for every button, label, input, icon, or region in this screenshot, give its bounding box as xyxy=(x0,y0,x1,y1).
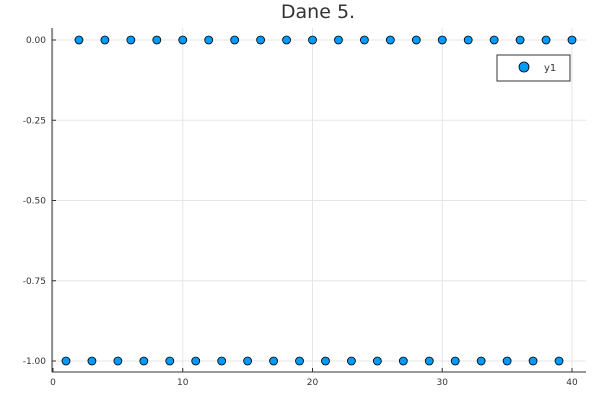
data-point xyxy=(528,356,538,366)
data-point xyxy=(308,35,317,45)
data-point xyxy=(554,356,564,366)
data-point xyxy=(165,356,175,366)
data-point xyxy=(139,356,149,366)
data-point xyxy=(217,356,227,366)
legend-label: y1 xyxy=(544,63,556,74)
y-tick-label: -0.50 xyxy=(23,197,47,207)
axes: 0 10 20 30 40 0.00 -0.25 -0.50 -0.75 -1.00 xyxy=(23,28,586,388)
data-point xyxy=(334,35,343,45)
data-point xyxy=(437,35,447,45)
legend-marker xyxy=(518,61,530,73)
y-tick-label: -0.75 xyxy=(23,277,46,287)
data-point xyxy=(424,356,434,366)
data-point xyxy=(152,35,162,45)
data-point xyxy=(489,35,499,45)
data-point xyxy=(204,35,214,45)
data-point xyxy=(450,356,460,366)
data-point xyxy=(191,356,201,366)
data-point xyxy=(100,35,110,45)
data-point xyxy=(385,35,395,45)
data-point xyxy=(321,356,330,366)
x-tick-label: 30 xyxy=(437,378,449,388)
legend: y1 xyxy=(496,54,571,82)
data-point xyxy=(87,356,97,366)
data-point xyxy=(476,356,486,366)
chart-title: Dane 5. xyxy=(281,1,355,23)
y-tick-label: -0.25 xyxy=(23,116,46,126)
x-tick-label: 10 xyxy=(177,378,189,388)
data-point xyxy=(541,35,551,45)
data-point xyxy=(372,356,382,366)
y-tick-label: 0.00 xyxy=(26,36,46,46)
data-point xyxy=(243,356,253,366)
data-point xyxy=(61,356,71,366)
data-point xyxy=(502,356,512,366)
data-point xyxy=(282,35,291,45)
data-point xyxy=(269,356,278,366)
data-point xyxy=(178,35,188,45)
data-point xyxy=(463,35,473,45)
grid-lines xyxy=(52,28,586,372)
x-tick-label: 20 xyxy=(307,378,319,388)
data-point xyxy=(126,35,136,45)
data-point xyxy=(74,35,84,45)
data-point xyxy=(230,35,240,45)
data-points xyxy=(61,35,577,366)
data-point xyxy=(411,35,421,45)
data-point xyxy=(398,356,408,366)
data-point xyxy=(515,35,525,45)
x-tick-label: 0 xyxy=(50,378,56,388)
data-point xyxy=(359,35,369,45)
y-tick-label: -1.00 xyxy=(23,357,47,367)
data-point xyxy=(567,35,577,45)
x-tick-label: 40 xyxy=(566,378,578,388)
data-point xyxy=(347,356,356,366)
data-point xyxy=(256,35,266,45)
data-point xyxy=(113,356,123,366)
data-point xyxy=(295,356,304,366)
legend-box xyxy=(496,54,571,82)
